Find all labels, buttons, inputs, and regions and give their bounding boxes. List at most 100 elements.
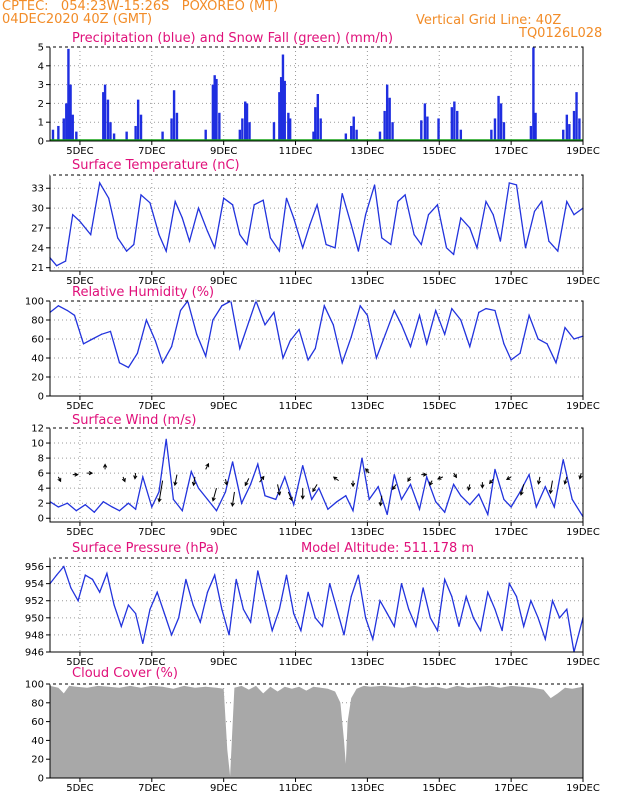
rh-point — [127, 366, 130, 369]
x-tick-label: 19DEC — [566, 276, 600, 287]
temp-point — [262, 199, 264, 201]
pres-point — [458, 625, 460, 627]
x-tick-label: 13DEC — [351, 401, 385, 412]
wind-point — [241, 502, 243, 504]
temp-point — [508, 182, 510, 184]
rh-point — [248, 321, 250, 323]
x-tick-label: 7DEC — [138, 401, 165, 412]
wind-point — [352, 510, 354, 512]
pres-subtitle: Model Altitude: 511.178 m — [301, 541, 474, 556]
x-tick-label: 9DEC — [210, 783, 237, 794]
precip-bar — [497, 95, 500, 141]
pres-point — [214, 574, 216, 576]
precip-bar — [62, 118, 65, 141]
y-tick-label: 100 — [25, 680, 44, 691]
y-tick-label: 0 — [38, 137, 44, 148]
wind-arrow — [277, 484, 282, 496]
y-tick-label: 21 — [31, 263, 44, 274]
wind-point — [311, 498, 313, 501]
y-tick-label: 1 — [38, 118, 44, 129]
temp-point — [397, 200, 399, 203]
precip-bar — [534, 112, 537, 141]
wind-point — [257, 463, 259, 465]
temp-point — [99, 182, 101, 184]
pres-point — [479, 630, 482, 632]
y-tick-label: 24 — [31, 243, 44, 254]
temp-point — [72, 214, 74, 216]
rh-point — [298, 328, 300, 331]
pres-point — [206, 591, 209, 593]
rh-point — [400, 324, 403, 326]
temp-point — [90, 233, 92, 236]
pres-point — [285, 574, 288, 576]
precip-bar — [287, 112, 290, 141]
precip-bar — [388, 97, 391, 141]
wind-arrow — [563, 476, 568, 485]
y-tick-label: 60 — [31, 335, 44, 346]
rh-point — [510, 359, 512, 361]
temp-point — [524, 247, 527, 249]
precip-bar — [71, 114, 74, 141]
temp-point — [334, 247, 336, 249]
rh-point — [100, 333, 103, 335]
temp-point — [302, 247, 304, 249]
precip-bar — [215, 78, 218, 141]
x-tick-label: 7DEC — [138, 276, 165, 287]
precip-bar — [456, 110, 459, 141]
wind-arrow — [378, 495, 383, 507]
x-tick-label: 15DEC — [422, 276, 456, 287]
x-tick-label: 15DEC — [422, 783, 456, 794]
precip-panel: 0 1 2 3 4 5 5DEC 7DEC 9DEC 11DEC 13DEC 15DEC 17DEC 19… — [38, 31, 600, 157]
pres-title: Surface Pressure (hPa) — [72, 541, 219, 556]
temp-point — [533, 210, 536, 213]
wind-arrow — [505, 476, 512, 480]
x-tick-label: 19DEC — [566, 146, 600, 157]
precip-bar — [437, 118, 440, 141]
y-tick-label: 40 — [31, 354, 44, 365]
pres-point — [530, 600, 532, 602]
precip-bar — [355, 129, 358, 141]
x-tick-label: 17DEC — [494, 783, 528, 794]
x-tick-label: 17DEC — [494, 657, 528, 668]
model-code: TQ0126L028 — [519, 26, 603, 41]
pres-point — [250, 621, 252, 623]
wind-point — [544, 486, 546, 488]
wind-point — [102, 501, 104, 503]
temp-point — [206, 230, 209, 232]
wind-point — [361, 457, 363, 459]
temp-point — [566, 200, 568, 203]
wind-arrow — [57, 476, 62, 483]
wind-point — [57, 506, 59, 508]
wind-point — [400, 498, 403, 501]
rh-point — [66, 309, 68, 312]
precip-bar — [170, 118, 173, 141]
y-tick-label: 954 — [25, 579, 44, 590]
rh-point — [282, 357, 284, 359]
rh-point — [323, 305, 325, 307]
location-line: CPTEC: 054:23W-15:26S POXOREO (MT) — [2, 0, 279, 14]
pres-point — [357, 574, 360, 576]
temp-point — [541, 200, 543, 203]
wind-arrow — [102, 463, 108, 470]
precip-bar — [278, 92, 281, 141]
rh-point — [161, 362, 164, 364]
temp-point — [181, 217, 183, 219]
rh-point — [221, 305, 223, 307]
pres-panel: 946 948 950 952 954 956 5DEC 7DEC 9DEC 11DEC 13DEC… — [25, 541, 600, 668]
wind-arrow — [287, 491, 293, 502]
wind-arrow — [312, 484, 318, 493]
pres-point — [408, 608, 410, 610]
wind-point — [158, 491, 160, 493]
precip-bar — [450, 107, 454, 141]
wind-arrow — [87, 471, 94, 476]
rh-point — [179, 309, 182, 312]
precip-bar — [459, 129, 463, 141]
wind-arrow — [437, 475, 444, 480]
x-tick-label: 9DEC — [210, 527, 237, 538]
x-tick-label: 17DEC — [494, 401, 528, 412]
temp-point — [492, 214, 494, 216]
temp-point — [469, 227, 471, 229]
precip-bar — [316, 94, 320, 141]
temp-point — [165, 250, 167, 252]
wind-arrow — [332, 476, 339, 482]
